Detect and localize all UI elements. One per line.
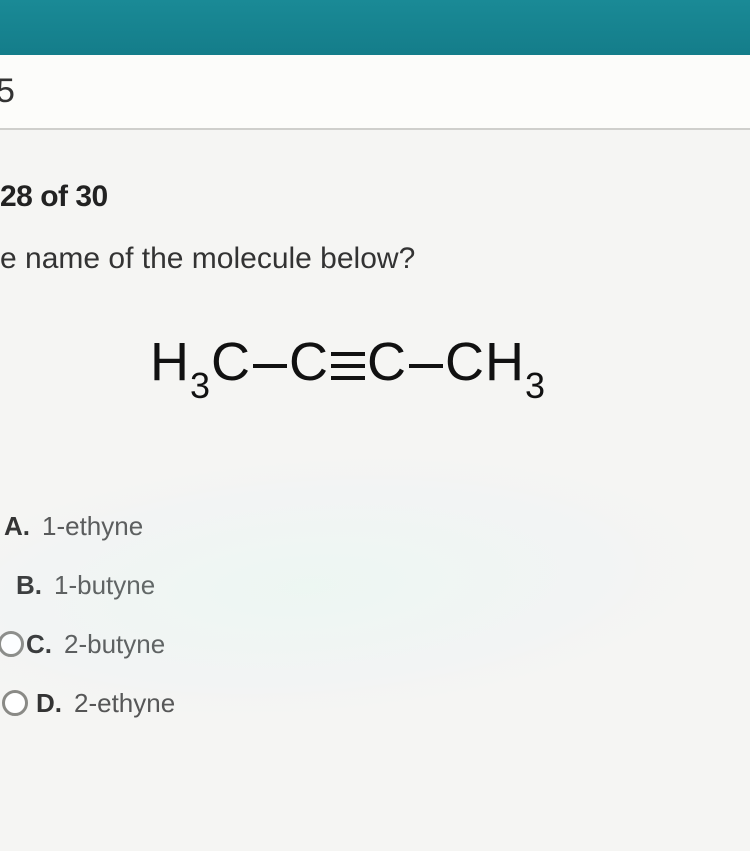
option-letter: D. bbox=[36, 688, 74, 719]
single-bond-icon bbox=[253, 364, 287, 368]
formula-sub: 3 bbox=[190, 365, 211, 406]
formula-sub: 3 bbox=[525, 365, 546, 406]
option-text: 2-butyne bbox=[64, 629, 165, 660]
option-letter: A. bbox=[4, 511, 42, 542]
radio-icon[interactable] bbox=[0, 631, 24, 657]
header-number: 5 bbox=[0, 72, 15, 111]
formula-part: H bbox=[150, 332, 190, 392]
option-text: 1-ethyne bbox=[42, 511, 143, 542]
option-d[interactable]: D. 2-ethyne bbox=[36, 688, 750, 719]
content-area: 28 of 30 e name of the molecule below? H… bbox=[0, 130, 750, 719]
answer-options: A. 1-ethyne B. 1-butyne C. 2-butyne D. 2… bbox=[0, 511, 750, 719]
option-letter: B. bbox=[16, 570, 54, 601]
formula-part: C bbox=[289, 332, 329, 392]
molecule-formula: H3CCCCH3 bbox=[150, 331, 750, 401]
window-titlebar bbox=[0, 0, 750, 55]
option-text: 1-butyne bbox=[54, 570, 155, 601]
option-c[interactable]: C. 2-butyne bbox=[26, 629, 750, 660]
formula-part: C bbox=[367, 332, 407, 392]
triple-bond-icon bbox=[331, 356, 365, 376]
single-bond-icon bbox=[409, 364, 443, 368]
question-prompt: e name of the molecule below? bbox=[0, 242, 750, 276]
option-b[interactable]: B. 1-butyne bbox=[16, 570, 750, 601]
option-a[interactable]: A. 1-ethyne bbox=[4, 511, 750, 542]
option-text: 2-ethyne bbox=[74, 688, 175, 719]
radio-icon[interactable] bbox=[2, 690, 28, 716]
option-letter: C. bbox=[26, 629, 64, 660]
header-strip: 5 bbox=[0, 55, 750, 130]
formula-part: C bbox=[211, 332, 251, 392]
formula-part: CH bbox=[445, 332, 525, 392]
question-progress: 28 of 30 bbox=[0, 180, 750, 214]
